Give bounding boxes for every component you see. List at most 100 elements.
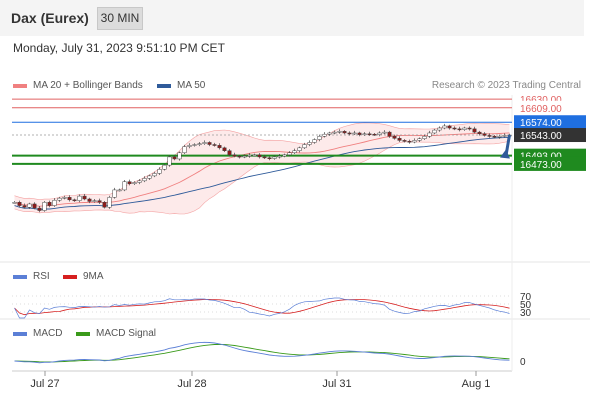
candle-body [82,195,87,200]
candle-body [362,133,367,136]
candle-body [347,132,352,135]
candle-body [17,202,22,206]
candle-body [92,200,97,202]
candle-body [242,155,247,158]
ma50-swatch [157,83,171,88]
candle-body [342,131,347,134]
candle-body [47,202,52,206]
legend-rsi: RSI [13,271,50,282]
candle-body [162,164,167,170]
forecast-arrow-head [500,149,510,159]
legend-rsi-ma: 9MA [63,271,104,282]
candle-body [387,131,392,137]
rsi-level-label: 70 [520,292,532,303]
candle-body [337,131,342,133]
time-tick-label: Jul 31 [322,378,351,390]
candle-body [437,127,442,131]
candle-body [267,157,272,159]
legend-ma50-label: MA 50 [177,80,206,91]
candle-body [152,173,157,177]
candle-body [57,197,62,201]
candle-body [452,127,457,130]
candle-body [402,140,407,142]
bollinger-upper-line [14,122,510,201]
candle-body [312,139,317,143]
candle-body [12,202,17,204]
candle-body [42,202,47,211]
candle-body [447,125,452,129]
legend-macd-signal: MACD Signal [76,328,156,339]
candle-body [77,195,82,201]
candle-body [97,200,102,203]
candle-body [222,147,227,151]
price-tag-label: 16609.00 [520,104,562,115]
legend-bollinger-label: MA 20 + Bollinger Bands [33,80,143,91]
candle-body [137,180,142,183]
rsi-swatch [13,274,27,279]
ma20-line [14,132,510,207]
candle-body [172,156,177,160]
candle-body [157,169,162,174]
candle-body [432,129,437,134]
candle-body [487,135,492,137]
candle-body [167,156,172,166]
candle-body [102,202,107,208]
candle-body [442,125,447,129]
candle-body [462,127,467,130]
price-tag-pivot [514,115,586,130]
candle-body [327,132,332,135]
candle-body [357,132,362,135]
price-tag-current [514,128,586,143]
candle-body [202,142,207,144]
candle-body [132,182,137,184]
time-tick-label: Jul 28 [177,378,206,390]
candle-body [112,189,117,198]
price-tag-label: 16574.00 [520,118,562,129]
candle-body [317,136,322,140]
candle-body [87,198,92,202]
macd-signal-swatch [76,331,90,336]
time-tick-label: Aug 1 [462,378,491,390]
instrument-title: Dax (Eurex) [11,10,89,26]
candle-body [187,145,192,147]
price-tag-label: 16543.00 [520,131,562,142]
candle-body [497,136,502,138]
candle-body [117,189,122,192]
legend-macd-signal-label: MACD Signal [96,328,157,339]
macd-swatch [13,331,27,336]
candle-body [62,197,67,199]
price-tag-label: 16630.00 [520,95,562,106]
candle-body [422,136,427,139]
candle-body [282,154,287,157]
candle-body [217,145,222,149]
candle-body [477,131,482,135]
candle-body [32,203,37,209]
candle-body [27,203,32,208]
candle-body [292,150,297,154]
candle-body [212,144,217,146]
candle-body [407,140,412,143]
candle-body [272,156,277,159]
candle-body [177,152,182,160]
candle-body [232,154,237,157]
candle-body [142,178,147,182]
candle-body [127,181,132,184]
candle-body [427,132,432,137]
price-tag-resistance [514,100,586,115]
rsi-level-label: 50 [520,300,532,311]
bollinger-swatch [13,83,27,88]
candle-body [207,142,212,145]
candle-body [257,154,262,158]
candle-body [307,142,312,145]
timeframe-button[interactable]: 30 MIN [97,7,143,30]
candle-body [382,131,387,134]
candle-body [322,133,327,137]
macd-line [14,341,510,364]
legend-bollinger: MA 20 + Bollinger Bands [13,80,143,91]
candle-body [67,197,72,201]
credit-text: Research © 2023 Trading Central [431,80,581,91]
rsi-level-label: 30 [520,308,532,319]
candle-body [197,143,202,145]
